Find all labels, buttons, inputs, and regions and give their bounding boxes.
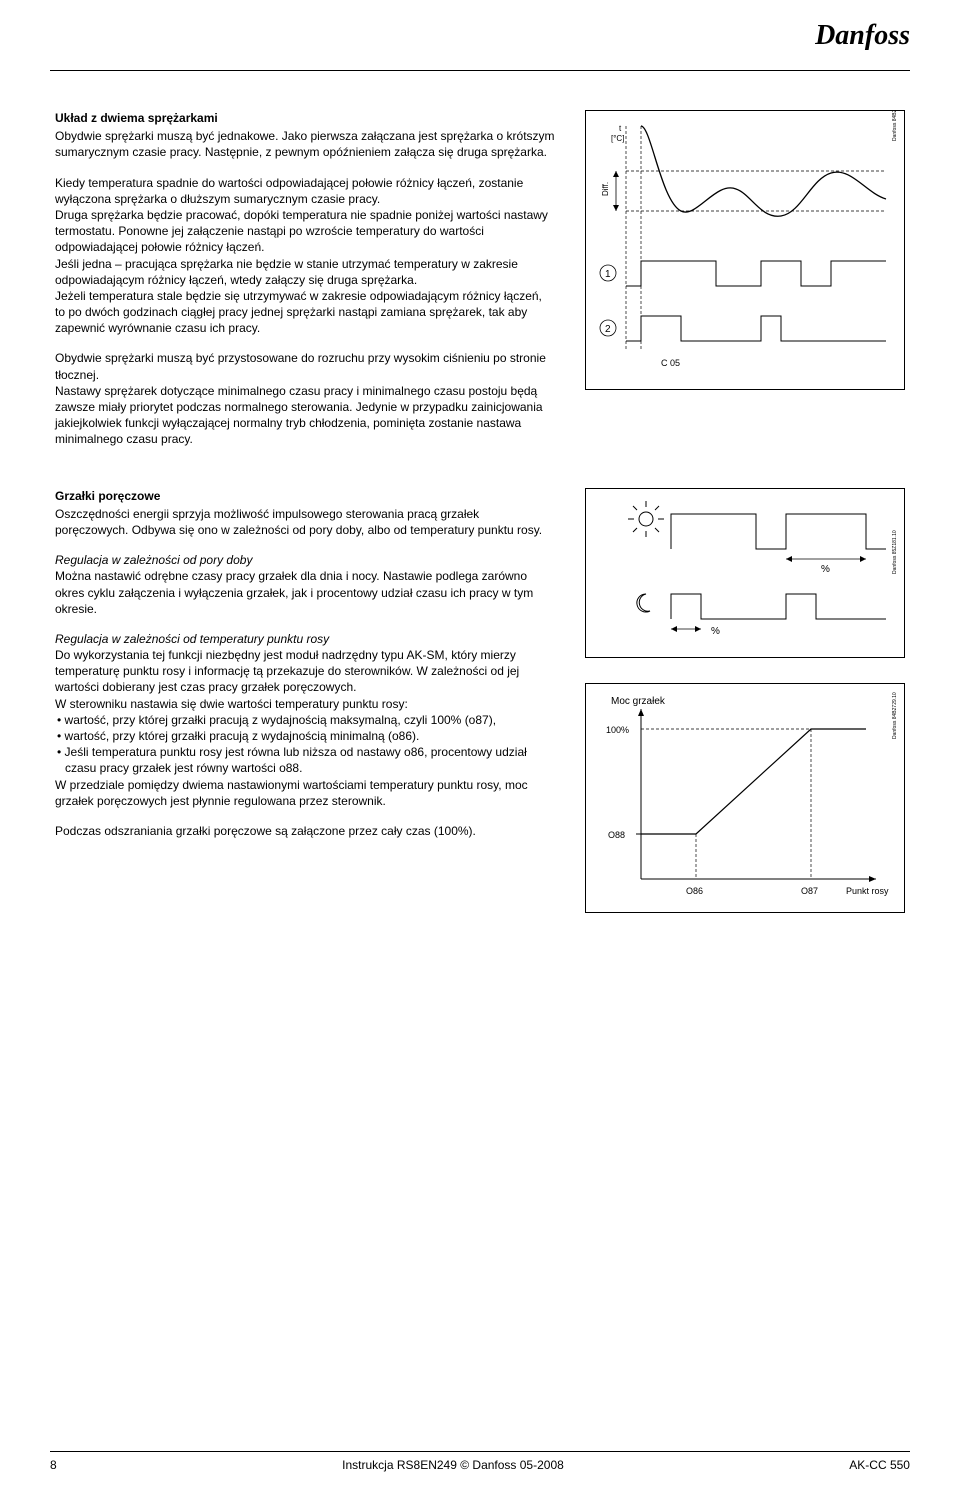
figure-day-night-pulse: % % Danfoss 85Z181.10 <box>585 488 905 658</box>
section-rail-heaters: Grzałki poręczowe Oszczędności energii s… <box>55 488 905 913</box>
circle-2-label: 2 <box>605 324 611 335</box>
compressor-chart-svg: Diff. t [°C] 1 2 C 05 <box>586 111 904 389</box>
bullet-list: wartość, przy której grzałki pracują z w… <box>55 712 555 777</box>
moon-pulse <box>671 594 886 619</box>
axis-t-label: t <box>619 124 622 133</box>
side-code: Danfoss 84B2733.10 <box>892 111 898 141</box>
signal-1 <box>626 261 886 286</box>
paragraph: Do wykorzystania tej funkcji niezbędny j… <box>55 647 555 696</box>
paragraph: W sterowniku nastawia się dwie wartości … <box>55 696 555 712</box>
bullet-item: Jeśli temperatura punktu rosy jest równa… <box>55 744 555 776</box>
y-axis-title: Moc grzałek <box>611 696 666 707</box>
sun-pulse <box>671 514 886 549</box>
y-100-label: 100% <box>606 725 629 735</box>
pulse-chart-svg: % % Danfoss 85Z181.10 <box>586 489 904 657</box>
brand-logo: Danfoss <box>815 20 910 52</box>
moon-icon <box>637 594 650 612</box>
paragraph: Obydwie sprężarki muszą być przystosowan… <box>55 350 555 382</box>
figure-compressor-timing: Diff. t [°C] 1 2 C 05 <box>585 110 905 390</box>
footer-right: AK-CC 550 <box>849 1458 910 1472</box>
x-axis-title: Punkt rosy <box>846 886 889 896</box>
paragraph: Podczas odszraniania grzałki poręczowe s… <box>55 823 555 839</box>
paragraph: Obydwie sprężarki muszą być jednakowe. J… <box>55 128 555 160</box>
page-footer: 8 Instrukcja RS8EN249 © Danfoss 05-2008 … <box>50 1451 910 1472</box>
paragraph: Kiedy temperatura spadnie do wartości od… <box>55 175 555 207</box>
percent-label: % <box>821 564 830 575</box>
o88-label: O88 <box>608 830 625 840</box>
side-code: Danfoss 85Z181.10 <box>892 530 898 574</box>
paragraph: Jeśli jedna – pracująca sprężarka nie bę… <box>55 256 555 288</box>
axis-unit-label: [°C] <box>611 134 624 143</box>
figure-caption: C 05 <box>661 358 680 368</box>
diff-label: Diff. <box>601 182 610 196</box>
paragraph: W przedziale pomiędzy dwiema nastawionym… <box>55 777 555 809</box>
paragraph: Można nastawić odrębne czasy pracy grzał… <box>55 568 555 617</box>
signal-2 <box>626 316 886 341</box>
top-rule <box>50 70 910 71</box>
dewpoint-chart-svg: Moc grzałek 100% O88 <box>586 684 904 912</box>
circle-1-label: 1 <box>605 269 611 280</box>
section-heading: Układ z dwiema sprężarkami <box>55 110 555 126</box>
figure-column: Diff. t [°C] 1 2 C 05 <box>585 110 905 448</box>
figure-dew-point: Moc grzałek 100% O88 <box>585 683 905 913</box>
paragraph: Druga sprężarka będzie pracować, dopóki … <box>55 207 555 256</box>
sub-heading: Regulacja w zależności od pory doby <box>55 552 555 568</box>
text-column: Grzałki poręczowe Oszczędności energii s… <box>55 488 555 913</box>
figure-column: % % Danfoss 85Z181.10 Moc grzał <box>585 488 905 913</box>
o87-label: O87 <box>801 886 818 896</box>
footer-center: Instrukcja RS8EN249 © Danfoss 05-2008 <box>342 1458 564 1472</box>
text-column: Układ z dwiema sprężarkami Obydwie spręż… <box>55 110 555 448</box>
o86-label: O86 <box>686 886 703 896</box>
dewpoint-curve <box>641 729 866 834</box>
paragraph: Jeżeli temperatura stale będzie się utrz… <box>55 288 555 337</box>
section-heading: Grzałki poręczowe <box>55 488 555 504</box>
page-number: 8 <box>50 1458 57 1472</box>
page-content: Układ z dwiema sprężarkami Obydwie spręż… <box>55 110 905 943</box>
sub-heading: Regulacja w zależności od temperatury pu… <box>55 631 555 647</box>
side-code: Danfoss 84B2729.10 <box>892 692 898 739</box>
bullet-item: wartość, przy której grzałki pracują z w… <box>55 712 555 728</box>
paragraph: Oszczędności energii sprzyja możliwość i… <box>55 506 555 538</box>
paragraph: Nastawy sprężarek dotyczące minimalnego … <box>55 383 555 448</box>
section-two-compressors: Układ z dwiema sprężarkami Obydwie spręż… <box>55 110 905 448</box>
bullet-item: wartość, przy której grzałki pracują z w… <box>55 728 555 744</box>
percent-label-2: % <box>711 626 720 637</box>
